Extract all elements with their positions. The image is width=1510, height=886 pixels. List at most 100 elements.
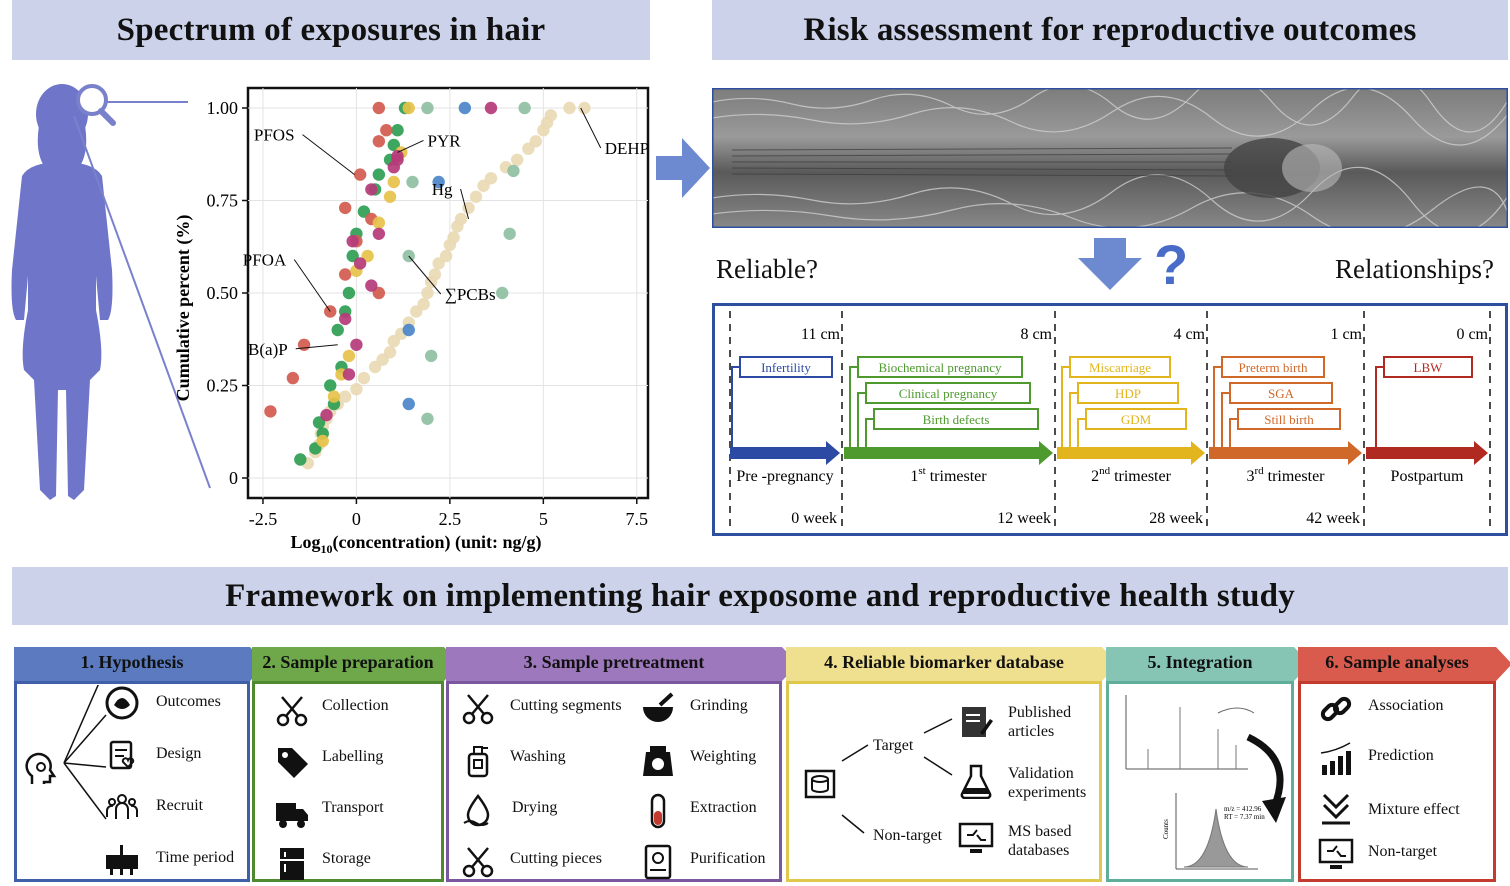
step-item-label: Mixture effect [1368, 801, 1460, 818]
hair-length-label: 0 cm [1456, 326, 1488, 343]
data-point [454, 212, 468, 226]
exposure-scatter-chart: Cumulative percent (%) Log10(concentrati… [173, 86, 650, 556]
hair-length-label: 4 cm [1173, 326, 1205, 343]
x-tick-label: -2.5 [249, 509, 277, 529]
data-point [365, 279, 378, 292]
data-point [503, 227, 516, 240]
x-tick-label: 0 [352, 509, 361, 529]
week-label: 42 week [1306, 510, 1360, 527]
step-item-label: Prediction [1368, 747, 1434, 764]
data-point [320, 408, 333, 422]
step-item-label: Target [873, 737, 914, 754]
framework-step [786, 681, 1102, 882]
step-chevron [1298, 647, 1510, 681]
outcome-label: Still birth [1264, 412, 1314, 427]
data-point [458, 101, 472, 115]
framework-step [1298, 681, 1496, 882]
stage-label: Pre -pregnancy [736, 468, 833, 485]
data-point [338, 312, 352, 326]
clipboard-heart-icon [109, 740, 135, 770]
step-title: 3. Sample pretreatment [523, 652, 705, 672]
outcome-box [1229, 382, 1333, 404]
data-point [439, 249, 453, 263]
data-point [342, 286, 356, 300]
chart-ylabel: Cumulative percent (%) [173, 215, 194, 402]
outcome-label: LBW [1414, 360, 1444, 375]
data-point [529, 135, 543, 148]
step-item-label: Non-target [1368, 843, 1438, 860]
data-point [387, 175, 400, 189]
truck-icon [276, 803, 308, 828]
data-point [402, 397, 415, 411]
data-point [372, 227, 386, 240]
data-point [391, 149, 404, 163]
y-tick-label: 1.00 [207, 98, 239, 118]
hypothesis-arrows [63, 685, 107, 820]
data-point [402, 101, 415, 115]
outcome-connector [1077, 418, 1086, 447]
data-point [365, 183, 378, 196]
week-label: 0 week [791, 510, 837, 527]
hair-sem-image [712, 88, 1508, 228]
header-risk-text: Risk assessment for reproductive outcome… [803, 11, 1417, 48]
header-risk: Risk assessment for reproductive outcome… [712, 0, 1508, 60]
scale-icon [643, 746, 673, 776]
data-point [338, 268, 352, 281]
data-point [380, 124, 393, 137]
question-mark: ? [1154, 233, 1189, 296]
test-tube-icon [650, 793, 666, 829]
annotation-label: Hg [432, 180, 453, 199]
annotation-label: DEHP [605, 139, 649, 158]
annotation-leader [293, 259, 331, 312]
outcome-box [1237, 408, 1341, 430]
annotation-label: PFOS [254, 126, 295, 145]
data-point [372, 168, 386, 181]
data-point [544, 109, 558, 122]
step-item-label: Published articles [1008, 704, 1072, 740]
annotation-leader [295, 344, 338, 350]
outcome-connector [1229, 418, 1238, 447]
y-tick-label: 0.50 [207, 283, 239, 303]
stage-label: 3rd trimester [1246, 465, 1325, 485]
y-tick-label: 0 [229, 468, 238, 488]
step-item-label: Outcomes [156, 693, 221, 710]
data-point [462, 201, 475, 215]
flask-icon [960, 764, 992, 799]
outcome-connector [865, 418, 874, 447]
step-item-label: Grinding [690, 697, 748, 714]
step-item-label: MS based databases [1008, 823, 1072, 859]
step-item-label: Purification [690, 850, 766, 867]
stage-label: Postpartum [1391, 468, 1464, 485]
x-tick-label: 2.5 [439, 509, 462, 529]
outcome-label: Birth defects [923, 412, 990, 427]
outcome-box [873, 408, 1039, 430]
header-exposures: Spectrum of exposures in hair [12, 0, 650, 60]
outcome-label: SGA [1268, 386, 1295, 401]
data-point [350, 383, 363, 396]
annotation-label: PFOA [243, 251, 287, 270]
step-item-label: Association [1368, 697, 1444, 714]
outcome-box [1069, 356, 1171, 378]
stage-label: 2nd trimester [1091, 465, 1172, 485]
step-item-label: Time period [156, 849, 235, 866]
tag-icon [278, 748, 308, 778]
outcome-connector [849, 366, 858, 447]
step-item-label: Non-target [873, 827, 943, 844]
data-point [342, 368, 356, 381]
reproductive-timeline: 11 cm 8 cm 4 cm 1 cm 0 cm 0 week 12 week 28 wee… [712, 303, 1508, 536]
header-framework-text: Framework on implementing hair exposome … [225, 577, 1295, 614]
data-point [518, 101, 531, 115]
mortar-icon [643, 692, 674, 722]
outcome-box [865, 382, 1031, 404]
step-item-label: Recruit [156, 797, 204, 814]
data-point [469, 190, 483, 203]
data-point [324, 379, 337, 392]
outcome-connector [1069, 392, 1078, 447]
step-chevron [252, 647, 460, 681]
annotation-leader [460, 188, 470, 220]
data-point [338, 201, 352, 215]
data-point [286, 371, 300, 385]
data-point [372, 135, 386, 148]
data-point [346, 235, 359, 248]
stage-arrow [844, 441, 1053, 465]
